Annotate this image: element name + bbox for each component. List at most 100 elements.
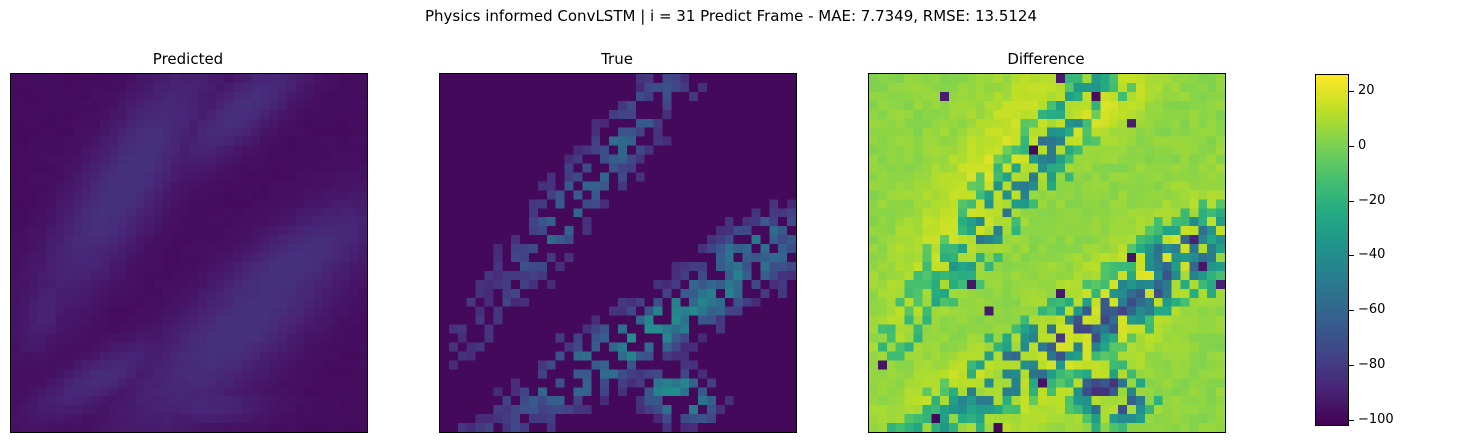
predicted-cell: [313, 136, 323, 146]
predicted-cell: [260, 109, 270, 119]
true-cell: [502, 145, 512, 155]
predicted-cell: [304, 163, 314, 173]
colorbar-gradient-strip: [1316, 137, 1348, 139]
predicted-cell: [37, 253, 47, 263]
difference-cell: [993, 351, 1003, 361]
colorbar-gradient-strip: [1316, 192, 1348, 194]
predicted-cell: [206, 414, 216, 424]
difference-cell: [877, 306, 887, 316]
true-cell: [724, 145, 734, 155]
difference-cell: [993, 369, 1003, 379]
difference-cell: [904, 217, 914, 227]
true-cell: [662, 181, 672, 191]
true-cell: [689, 217, 699, 227]
true-cell: [564, 127, 574, 137]
predicted-cell: [286, 423, 296, 432]
predicted-cell: [46, 91, 56, 102]
difference-cell: [1073, 172, 1083, 182]
predicted-cell: [144, 199, 154, 209]
predicted-cell: [126, 423, 136, 432]
difference-cell: [877, 333, 887, 343]
predicted-cell: [340, 82, 350, 93]
predicted-cell: [162, 288, 172, 298]
difference-cell: [1047, 91, 1057, 102]
predicted-cell: [269, 396, 279, 406]
predicted-cell: [108, 279, 118, 289]
difference-cell: [1073, 342, 1083, 352]
predicted-cell: [117, 244, 127, 254]
difference-cell: [886, 270, 896, 281]
true-cell: [537, 279, 547, 289]
true-cell: [635, 423, 645, 432]
predicted-cell: [100, 378, 110, 388]
predicted-cell: [260, 91, 270, 102]
true-cell: [493, 244, 503, 254]
true-cell: [600, 306, 610, 316]
predicted-cell: [313, 360, 323, 370]
predicted-cell: [340, 324, 350, 334]
difference-cell: [1216, 369, 1225, 379]
true-cell: [689, 387, 699, 397]
predicted-cell: [295, 208, 305, 218]
true-cell: [502, 369, 512, 379]
true-cell: [671, 351, 681, 361]
predicted-cell: [28, 244, 38, 254]
predicted-cell: [117, 333, 127, 343]
true-cell: [573, 208, 583, 218]
difference-cell: [922, 127, 932, 137]
predicted-cell: [46, 190, 56, 200]
predicted-cell: [331, 333, 341, 343]
colorbar-gradient-strip: [1316, 78, 1348, 80]
difference-cell: [1153, 118, 1163, 128]
true-cell: [573, 226, 583, 236]
true-cell: [760, 405, 770, 415]
difference-cell: [1082, 244, 1092, 254]
colorbar-gradient-strip: [1316, 218, 1348, 220]
predicted-cell: [55, 369, 65, 379]
difference-cell: [1162, 235, 1172, 245]
predicted-cell: [153, 405, 163, 415]
true-cell: [573, 342, 583, 352]
true-cell: [707, 333, 717, 343]
difference-cell: [877, 342, 887, 352]
predicted-cell: [278, 253, 288, 263]
true-cell: [769, 288, 779, 298]
difference-cell: [904, 145, 914, 155]
difference-cell: [984, 127, 994, 137]
true-cell: [626, 100, 636, 110]
predicted-cell: [37, 100, 47, 110]
true-cell: [760, 74, 770, 84]
colorbar-gradient-strip: [1316, 80, 1348, 82]
predicted-cell: [206, 74, 216, 84]
predicted-cell: [295, 378, 305, 388]
colorbar-gradient-strip: [1316, 116, 1348, 118]
difference-cell: [895, 91, 905, 102]
predicted-cell: [304, 387, 314, 397]
predicted-cell: [242, 396, 252, 406]
difference-cell: [922, 118, 932, 128]
predicted-cell: [313, 387, 323, 397]
difference-cell: [931, 145, 941, 155]
true-cell: [591, 306, 601, 316]
predicted-cell: [64, 315, 74, 325]
difference-cell: [1153, 369, 1163, 379]
difference-cell: [1029, 333, 1039, 343]
predicted-cell: [340, 172, 350, 182]
difference-cell: [1100, 288, 1110, 298]
true-cell: [662, 127, 672, 137]
difference-cell: [913, 74, 923, 84]
predicted-cell: [82, 261, 92, 272]
true-cell: [689, 226, 699, 236]
predicted-cell: [260, 199, 270, 209]
true-cell: [680, 378, 690, 388]
difference-cell: [1100, 351, 1110, 361]
predicted-cell: [64, 235, 74, 245]
predicted-cell: [19, 270, 29, 281]
true-cell: [609, 136, 619, 146]
true-cell: [502, 378, 512, 388]
true-cell: [520, 342, 530, 352]
difference-cell: [1162, 270, 1172, 281]
predicted-cell: [46, 414, 56, 424]
predicted-cell: [100, 109, 110, 119]
predicted-cell: [11, 261, 21, 272]
